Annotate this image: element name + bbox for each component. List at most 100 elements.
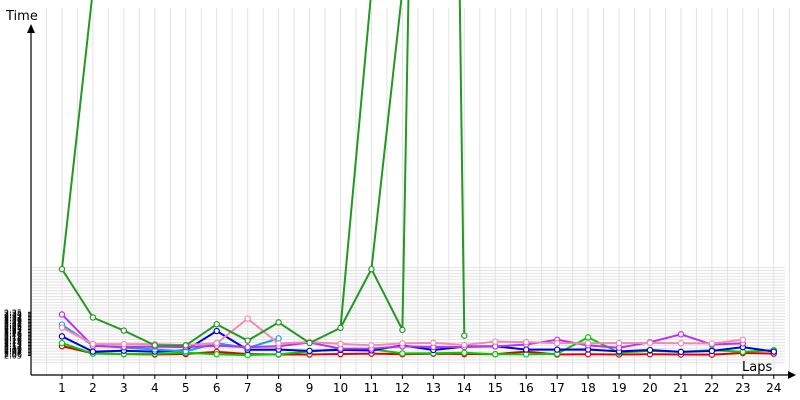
data-point — [677, 340, 685, 347]
data-point — [492, 351, 499, 358]
y-tick-label: 2:08 — [4, 347, 22, 356]
data-point — [584, 340, 592, 347]
x-tick-label: 11 — [364, 381, 379, 395]
y-tick-label: 2:21 — [4, 328, 22, 337]
y-tick-label: 2:28 — [4, 318, 22, 327]
y-tick-label: 2:33 — [4, 311, 22, 320]
x-tick-label: 24 — [766, 381, 781, 395]
series-line — [61, 266, 404, 347]
data-point — [708, 340, 716, 347]
data-point — [120, 340, 128, 348]
data-point — [646, 346, 654, 354]
x-tick-label: 4 — [151, 381, 159, 395]
data-point — [120, 327, 128, 334]
y-tick-label: 2:24 — [4, 324, 22, 333]
x-axis-arrow — [788, 371, 796, 379]
data-point — [461, 332, 468, 339]
y-tick-label: 2:15 — [4, 337, 22, 346]
data-point — [368, 342, 375, 349]
data-point — [368, 265, 375, 273]
y-tick-label: 2:19 — [4, 331, 22, 340]
x-tick-label: 19 — [611, 381, 626, 395]
data-point — [58, 265, 66, 273]
data-point — [89, 348, 97, 355]
data-point — [306, 347, 313, 355]
data-point — [244, 343, 251, 351]
y-tick-label: 2:05 — [4, 352, 22, 361]
data-point — [244, 351, 251, 359]
data-point — [399, 350, 406, 357]
y-tick-label: 2:29 — [4, 317, 22, 326]
data-point — [89, 314, 97, 321]
y-tick-label: 2:35 — [4, 308, 22, 317]
series-line-offscale — [401, 0, 410, 330]
data-point — [337, 324, 344, 332]
data-point — [677, 348, 685, 356]
y-tick-label: 2:32 — [4, 313, 22, 322]
y-tick-label: 2:17 — [4, 334, 22, 343]
data-point — [89, 340, 97, 348]
series-line-offscale — [339, 0, 372, 328]
data-point — [182, 342, 189, 349]
data-point — [770, 348, 778, 355]
data-point — [461, 341, 468, 349]
x-tick-label: 1 — [58, 381, 66, 395]
y-tick-label: 2:31 — [4, 314, 22, 323]
data-point — [584, 334, 592, 341]
series-lines — [58, 0, 778, 359]
y-tick-label: 2:18 — [4, 333, 22, 342]
y-tick-label: 2:07 — [4, 349, 22, 358]
data-point — [461, 349, 468, 356]
y-tick-label: 2:06 — [4, 350, 22, 359]
data-point — [615, 339, 623, 347]
data-point — [553, 346, 561, 353]
data-point — [399, 326, 406, 334]
data-point — [708, 347, 716, 355]
data-point — [677, 331, 685, 338]
x-tick-label: 14 — [457, 381, 472, 395]
data-point — [213, 327, 220, 335]
data-point — [739, 336, 747, 344]
data-point — [58, 324, 66, 331]
x-tick-label: 5 — [182, 381, 190, 395]
data-point — [244, 337, 251, 344]
data-point — [275, 335, 282, 342]
y-tick-label: 2:14 — [4, 339, 22, 348]
data-point — [213, 351, 220, 358]
data-point — [213, 340, 220, 347]
data-point — [337, 340, 344, 348]
data-point — [646, 339, 654, 347]
y-tick-label: 2:11 — [4, 343, 22, 352]
data-point — [399, 340, 406, 347]
y-tick-label: 2:20 — [4, 330, 22, 339]
grid — [31, 8, 790, 375]
x-tick-label: 21 — [673, 381, 688, 395]
x-tick-label: 9 — [306, 381, 314, 395]
y-axis-arrow — [27, 24, 35, 33]
y-tick-label: 2:13 — [4, 340, 22, 349]
data-point — [523, 338, 530, 346]
data-point — [213, 321, 220, 328]
y-axis-title: Time — [5, 9, 38, 24]
x-tick-label: 7 — [244, 381, 252, 395]
y-tick-label: 2:12 — [4, 341, 22, 350]
data-point — [244, 315, 251, 322]
x-tick-label: 13 — [426, 381, 441, 395]
tick-labels: 2:052:062:072:082:092:102:112:122:132:14… — [4, 308, 781, 395]
x-tick-label: 3 — [120, 381, 128, 395]
x-tick-label: 10 — [333, 381, 348, 395]
series-line-offscale — [370, 0, 403, 270]
x-tick-label: 20 — [642, 381, 657, 395]
x-tick-label: 23 — [735, 381, 750, 395]
y-tick-label: 2:22 — [4, 327, 22, 336]
series-line-offscale — [458, 0, 466, 336]
data-point — [58, 311, 66, 318]
data-point — [553, 339, 561, 347]
y-tick-label: 2:25 — [4, 323, 22, 332]
y-tick-label: 2:23 — [4, 326, 22, 335]
x-tick-label: 15 — [488, 381, 503, 395]
data-point — [275, 340, 282, 347]
data-point — [523, 346, 530, 353]
data-point — [151, 342, 158, 349]
